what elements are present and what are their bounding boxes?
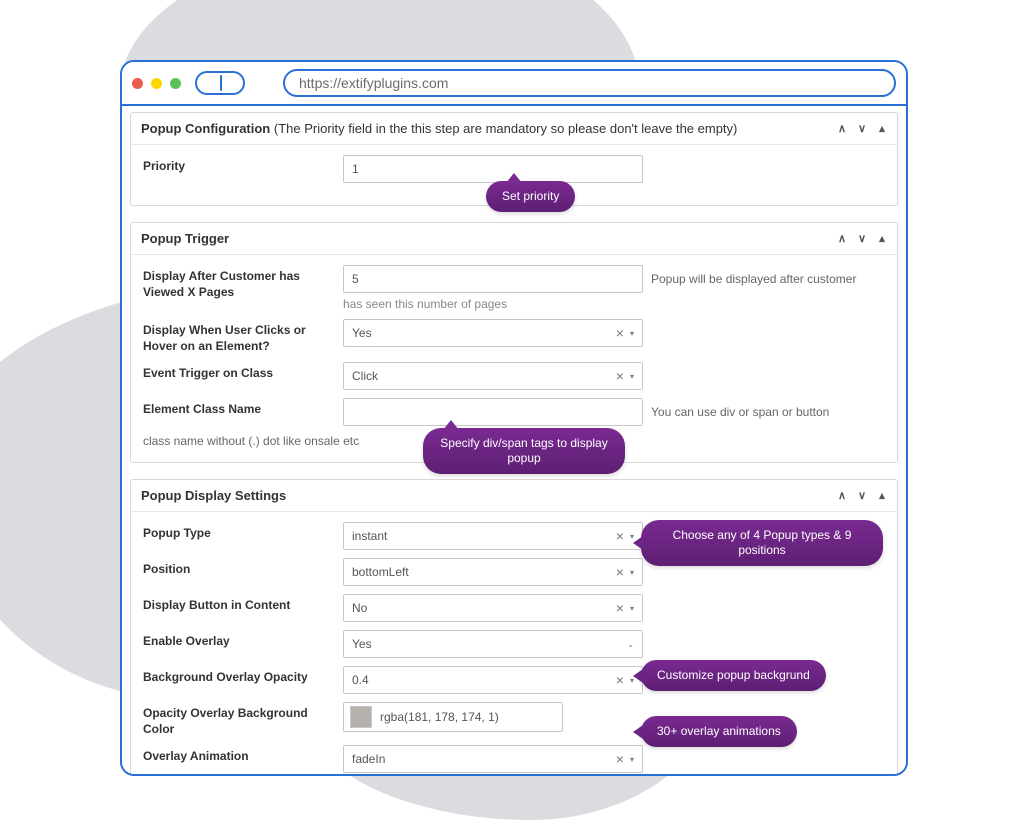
window-close-icon[interactable] [132, 78, 143, 89]
overlay-animation-select[interactable]: fadeIn ×▾ [343, 745, 643, 773]
element-class-input[interactable] [343, 398, 643, 426]
window-minimize-icon[interactable] [151, 78, 162, 89]
overlay-opacity-select[interactable]: 0.4 ×▾ [343, 666, 643, 694]
priority-label: Priority [143, 155, 343, 175]
display-button-select[interactable]: No ×▾ [343, 594, 643, 622]
chevron-down-icon[interactable]: ∨ [857, 122, 867, 135]
url-bar[interactable]: https://extifyplugins.com [283, 69, 896, 97]
display-button-label: Display Button in Content [143, 594, 343, 614]
chevron-down-icon[interactable]: ∨ [857, 232, 867, 245]
panel-title: Popup Display Settings [141, 488, 837, 503]
browser-toolbar: https://extifyplugins.com [122, 62, 906, 106]
collapse-icon[interactable]: ▴ [877, 232, 887, 245]
collapse-icon[interactable]: ▴ [877, 122, 887, 135]
panel-title: Popup Trigger [141, 231, 837, 246]
panel-popup-display-settings: Popup Display Settings ∧ ∨ ▴ Popup Type … [130, 479, 898, 774]
collapse-icon[interactable]: ▴ [877, 489, 887, 502]
click-hover-label: Display When User Clicks or Hover on an … [143, 319, 343, 354]
clear-icon[interactable]: × [616, 529, 624, 543]
callout-popup-types: Choose any of 4 Popup types & 9 position… [641, 520, 883, 566]
popup-type-select[interactable]: instant ×▾ [343, 522, 643, 550]
callout-specify-tags: Specify div/span tags to display popup [423, 428, 625, 474]
event-trigger-select[interactable]: Click ×▾ [343, 362, 643, 390]
xpages-label: Display After Customer has Viewed X Page… [143, 265, 343, 300]
element-class-label: Element Class Name [143, 398, 343, 418]
priority-input[interactable]: 1 [343, 155, 643, 183]
enable-overlay-select[interactable]: Yes ⌄ [343, 630, 643, 658]
panel-title: Popup Configuration (The Priority field … [141, 121, 837, 136]
page-content: Popup Configuration (The Priority field … [122, 106, 906, 774]
chevron-down-icon[interactable]: ⌄ [627, 640, 634, 649]
chevron-down-icon[interactable]: ▾ [630, 329, 634, 338]
overlay-opacity-label: Background Overlay Opacity [143, 666, 343, 686]
xpages-input[interactable]: 5 [343, 265, 643, 293]
clear-icon[interactable]: × [616, 369, 624, 383]
chevron-down-icon[interactable]: ▾ [630, 568, 634, 577]
position-select[interactable]: bottomLeft ×▾ [343, 558, 643, 586]
chevron-down-icon[interactable]: ▾ [630, 755, 634, 764]
click-hover-select[interactable]: Yes ×▾ [343, 319, 643, 347]
opacity-color-label: Opacity Overlay Background Color [143, 702, 343, 737]
xpages-hint: Popup will be displayed after customer [651, 272, 856, 286]
panel-popup-configuration: Popup Configuration (The Priority field … [130, 112, 898, 206]
panel-header: Popup Display Settings ∧ ∨ ▴ [131, 480, 897, 512]
callout-customize-bg: Customize popup backgrund [641, 660, 826, 691]
callout-animations: 30+ overlay animations [641, 716, 797, 747]
browser-window: https://extifyplugins.com Popup Configur… [120, 60, 908, 776]
clear-icon[interactable]: × [616, 752, 624, 766]
overlay-animation-label: Overlay Animation [143, 745, 343, 765]
chevron-up-icon[interactable]: ∧ [837, 232, 847, 245]
clear-icon[interactable]: × [616, 673, 624, 687]
chevron-down-icon[interactable]: ▾ [630, 604, 634, 613]
panel-popup-trigger: Popup Trigger ∧ ∨ ▴ Display After Custom… [130, 222, 898, 463]
clear-icon[interactable]: × [616, 601, 624, 615]
position-label: Position [143, 558, 343, 578]
opacity-color-input[interactable]: rgba(181, 178, 174, 1) [343, 702, 563, 732]
color-swatch [350, 706, 372, 728]
popup-type-label: Popup Type [143, 522, 343, 542]
panel-header: Popup Configuration (The Priority field … [131, 113, 897, 145]
xpages-hint-below: has seen this number of pages [343, 297, 885, 311]
chevron-up-icon[interactable]: ∧ [837, 489, 847, 502]
toggle-icon [195, 71, 245, 95]
event-trigger-label: Event Trigger on Class [143, 362, 343, 382]
chevron-down-icon[interactable]: ∨ [857, 489, 867, 502]
chevron-down-icon[interactable]: ▾ [630, 372, 634, 381]
clear-icon[interactable]: × [616, 565, 624, 579]
clear-icon[interactable]: × [616, 326, 624, 340]
chevron-up-icon[interactable]: ∧ [837, 122, 847, 135]
panel-header: Popup Trigger ∧ ∨ ▴ [131, 223, 897, 255]
callout-set-priority: Set priority [486, 181, 575, 212]
element-class-hint: You can use div or span or button [651, 405, 829, 419]
window-maximize-icon[interactable] [170, 78, 181, 89]
enable-overlay-label: Enable Overlay [143, 630, 343, 650]
